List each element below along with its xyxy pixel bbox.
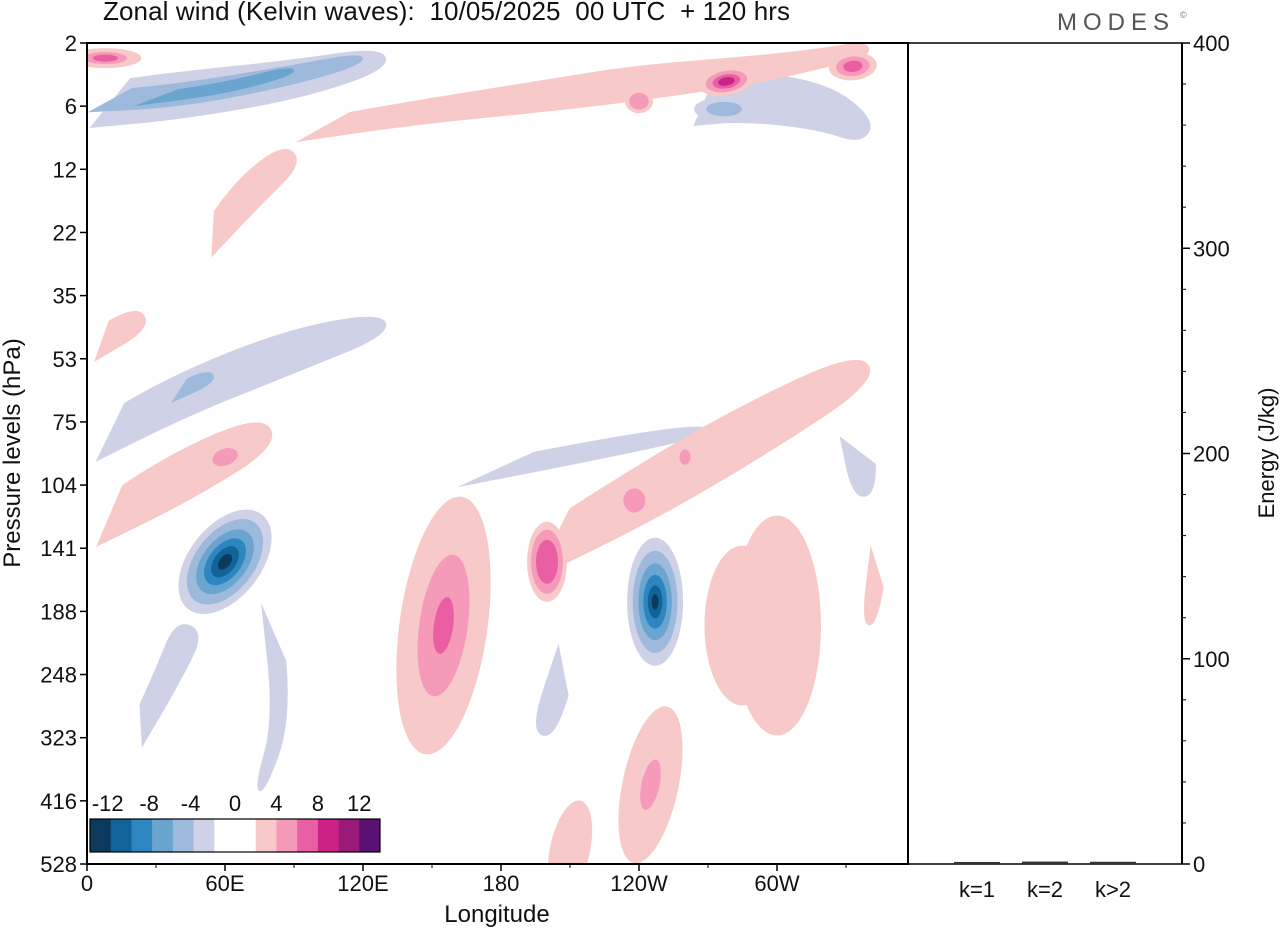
- y-tick-label: 528: [40, 852, 77, 877]
- colorbar-swatch: [338, 819, 360, 852]
- positive-band: [864, 545, 884, 626]
- x-axis-label: Longitude: [444, 901, 549, 928]
- energy-category-label: k=2: [1027, 877, 1063, 902]
- colorbar: -12 -8 -4 0 4 8 12: [89, 791, 381, 853]
- negative-band: [536, 643, 569, 736]
- energy-category-label: k=1: [959, 877, 995, 902]
- negative-band: [95, 316, 387, 462]
- colorbar-swatch: [317, 819, 339, 852]
- colorbar-swatch: [276, 819, 298, 852]
- positive-core: [92, 54, 118, 62]
- colorbar-label: -4: [181, 791, 201, 816]
- colorbar-swatch: [152, 819, 174, 852]
- y-tick-label: 53: [53, 347, 77, 372]
- colorbar-label: 4: [270, 791, 282, 816]
- modes-logo: MODES: [1057, 9, 1176, 36]
- y-tick-label: 2: [65, 31, 77, 56]
- negative-band: [133, 68, 295, 107]
- negative-core: [218, 553, 232, 570]
- colorbar-swatch: [359, 819, 381, 852]
- positive-core: [718, 77, 735, 86]
- y-tick-label: 104: [40, 473, 77, 498]
- colorbar-swatch: [255, 819, 277, 852]
- y-tick-label: 12: [53, 157, 77, 182]
- positive-core: [640, 759, 661, 810]
- y-tick-label: 248: [40, 663, 77, 688]
- y-tick-label: 22: [53, 220, 77, 245]
- energy-tick-label: 100: [1193, 647, 1230, 672]
- colorbar-label: 8: [312, 791, 324, 816]
- x-tick-label: 60E: [205, 871, 244, 896]
- y-tick-label: 75: [53, 410, 77, 435]
- negative-band: [170, 372, 214, 404]
- y-tick-label: 6: [65, 94, 77, 119]
- energy-category-label: k>2: [1095, 877, 1131, 902]
- energy-bar: [954, 861, 1000, 864]
- y-tick-label: 416: [40, 789, 77, 814]
- colorbar-label: 0: [229, 791, 241, 816]
- positive-core: [536, 539, 558, 584]
- positive-core: [704, 545, 781, 706]
- negative-band: [839, 436, 876, 497]
- chart-title: Zonal wind (Kelvin waves): 10/05/2025 00…: [103, 0, 791, 26]
- energy-tick-label: 400: [1193, 31, 1230, 56]
- colorbar-swatch: [214, 819, 236, 852]
- x-tick-label: 60W: [754, 871, 799, 896]
- colorbar-label: -8: [139, 791, 159, 816]
- x-tick-label: 120E: [337, 871, 388, 896]
- y-axis-label: Pressure levels (hPa): [0, 338, 26, 567]
- positive-core: [212, 448, 238, 467]
- positive-core: [623, 488, 646, 513]
- energy-bar: [1022, 861, 1068, 864]
- heatmap-frame: [86, 42, 909, 865]
- energy-tick-label: 0: [1193, 852, 1205, 877]
- colorbar-swatch: [172, 819, 194, 852]
- positive-band: [533, 359, 871, 580]
- positive-core: [679, 449, 691, 465]
- y-tick-label: 141: [40, 536, 77, 561]
- colorbar-frame: [89, 818, 381, 853]
- energy-panel: 0 100 200 300 400 k=1 k=2 k>2: [908, 31, 1230, 902]
- energy-bar: [1090, 861, 1136, 864]
- energy-axis-label: Energy (J/kg): [1254, 388, 1279, 519]
- negative-band: [257, 602, 288, 792]
- negative-core: [706, 101, 743, 117]
- y-tick-label: 323: [40, 726, 77, 751]
- positive-core: [843, 60, 863, 72]
- colorbar-swatch: [297, 819, 319, 852]
- colorbar-label: -12: [92, 791, 124, 816]
- positive-core: [547, 800, 593, 864]
- copyright-mark: ©: [1180, 10, 1187, 20]
- colorbar-swatch: [131, 819, 153, 852]
- colorbar-swatch: [235, 819, 257, 852]
- negative-band: [139, 624, 199, 748]
- y-tick-label: 35: [53, 284, 77, 309]
- colorbar-label: 12: [347, 791, 371, 816]
- energy-tick-label: 200: [1193, 442, 1230, 467]
- positive-core: [629, 92, 649, 110]
- positive-band: [94, 310, 146, 362]
- heatmap-contours: [87, 43, 884, 864]
- colorbar-swatch: [193, 819, 215, 852]
- energy-tick-label: 300: [1193, 236, 1230, 261]
- y-tick-label: 188: [40, 599, 77, 624]
- x-tick-label: 180: [483, 871, 520, 896]
- colorbar-swatch: [90, 819, 112, 852]
- negative-core: [651, 594, 659, 610]
- positive-core: [433, 597, 454, 654]
- x-tick-label: 120W: [610, 871, 668, 896]
- negative-band: [456, 426, 709, 488]
- x-tick-label: 0: [81, 871, 93, 896]
- colorbar-swatch: [110, 819, 132, 852]
- positive-band: [211, 148, 297, 258]
- heatmap-axes: 0 60E 120E 180 120W 60W 2 6 12 22 35 53 75 104 141 188 2…: [40, 31, 847, 896]
